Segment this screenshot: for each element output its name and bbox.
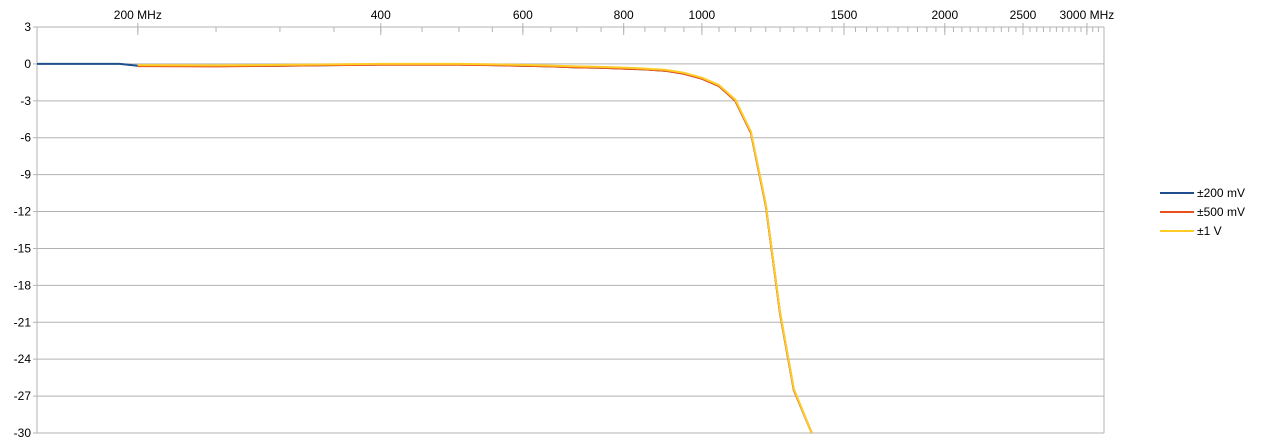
x-tick-label: 3000 MHz — [1060, 8, 1115, 22]
y-tick-label: -30 — [14, 426, 32, 440]
legend-label-0: ±200 mV — [1197, 186, 1245, 200]
x-tick-label: 2000 — [931, 8, 958, 22]
grid-lines — [37, 26, 1104, 434]
y-tick-label: -18 — [14, 278, 32, 292]
legend-label-1: ±500 mV — [1197, 205, 1245, 219]
x-tick-label: 1000 — [689, 8, 716, 22]
series-line-2 — [137, 62, 813, 434]
x-tick-label: 200 MHz — [114, 8, 162, 22]
legend: ±200 mV ±500 mV ±1 V — [1160, 186, 1245, 238]
y-tick-label: -24 — [14, 352, 32, 366]
x-tick-label: 600 — [513, 8, 533, 22]
y-tick-label: 0 — [24, 57, 31, 71]
series-lines — [37, 62, 813, 434]
axes — [33, 23, 1105, 434]
y-tick-label: -9 — [20, 168, 31, 182]
y-tick-label: -27 — [14, 389, 32, 403]
x-tick-label: 1500 — [831, 8, 858, 22]
y-tick-label: -3 — [20, 94, 31, 108]
y-tick-label: -6 — [20, 131, 31, 145]
y-tick-label: -21 — [14, 315, 32, 329]
x-tick-label: 800 — [614, 8, 634, 22]
x-tick-label: 400 — [371, 8, 391, 22]
y-tick-label: -12 — [14, 205, 32, 219]
y-tick-label: -15 — [14, 241, 32, 255]
y-tick-labels: 3 0 -3 -6 -9 -12 -15 -18 -21 -24 -27 -30 — [14, 20, 32, 440]
x-minor-ticks — [36, 27, 1105, 32]
x-tick-label: 2500 — [1010, 8, 1037, 22]
x-tick-labels: 200 MHz 400 600 800 1000 1500 2000 2500 3000 MHz — [114, 8, 1114, 22]
y-tick-label: 3 — [24, 20, 31, 34]
legend-label-2: ±1 V — [1197, 224, 1222, 238]
